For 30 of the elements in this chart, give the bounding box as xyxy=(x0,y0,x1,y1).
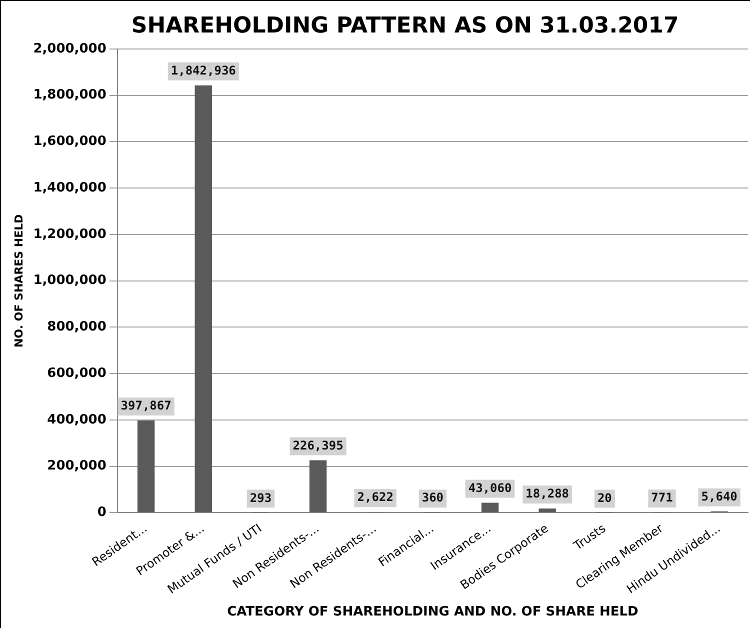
y-tick-label: 200,000 xyxy=(47,458,106,474)
data-label: 20 xyxy=(597,490,612,505)
data-label: 5,640 xyxy=(701,490,738,504)
y-tick-label: 1,000,000 xyxy=(33,273,106,288)
data-label: 397,867 xyxy=(120,398,172,413)
data-label: 2,622 xyxy=(357,490,394,504)
bar xyxy=(538,508,556,512)
data-label: 293 xyxy=(250,490,272,505)
data-label: 360 xyxy=(422,490,444,505)
y-tick-label: 1,800,000 xyxy=(33,88,106,103)
chart-title: SHAREHOLDING PATTERN AS ON 31.03.2017 xyxy=(131,14,679,39)
y-tick-label: 2,000,000 xyxy=(33,41,106,56)
bar xyxy=(309,460,327,512)
bar xyxy=(481,502,499,512)
y-tick-label: 1,200,000 xyxy=(33,226,106,242)
y-axis-title: NO. OF SHARES HELD xyxy=(12,214,26,348)
data-label: 226,395 xyxy=(292,438,344,452)
data-label: 1,842,936 xyxy=(170,64,236,78)
data-label: 43,060 xyxy=(468,480,512,495)
x-axis-title: CATEGORY OF SHAREHOLDING AND NO. OF SHARE HELD xyxy=(227,604,639,620)
bar xyxy=(137,420,155,512)
y-tick-label: 0 xyxy=(97,505,106,520)
y-tick-label: 1,600,000 xyxy=(33,134,106,150)
y-tick-label: 400,000 xyxy=(47,412,106,428)
y-tick-label: 800,000 xyxy=(47,320,106,335)
data-label: 771 xyxy=(651,490,673,505)
data-label: 18,288 xyxy=(526,486,570,501)
y-tick-label: 1,400,000 xyxy=(33,180,106,196)
y-tick-label: 600,000 xyxy=(47,366,106,381)
bar xyxy=(194,85,212,512)
